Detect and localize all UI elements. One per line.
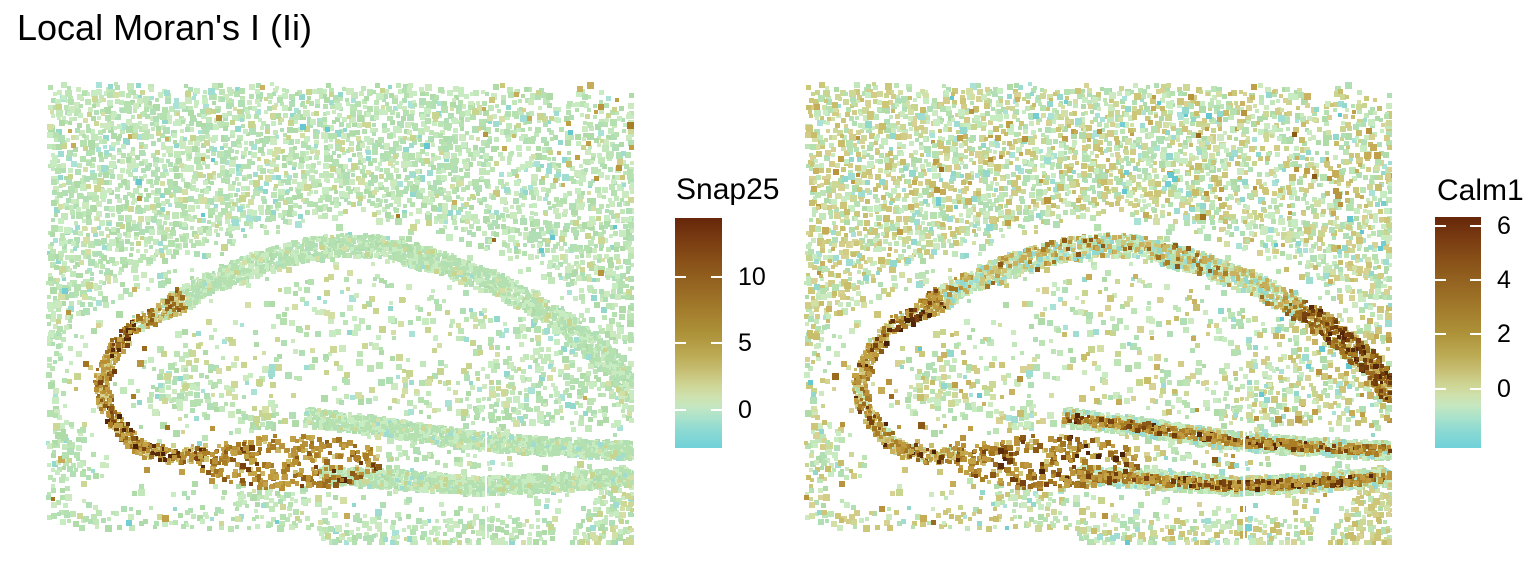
svg-text:6: 6 <box>1497 212 1511 240</box>
svg-text:4: 4 <box>1497 266 1511 294</box>
svg-text:10: 10 <box>738 263 766 291</box>
svg-text:0: 0 <box>1497 375 1511 403</box>
svg-text:Calm1: Calm1 <box>1437 174 1524 207</box>
svg-text:Snap25: Snap25 <box>676 173 779 206</box>
svg-text:5: 5 <box>738 329 752 357</box>
svg-text:2: 2 <box>1497 320 1511 348</box>
svg-text:Local Moran's I (Ii): Local Moran's I (Ii) <box>17 7 312 48</box>
svg-text:0: 0 <box>738 396 752 424</box>
